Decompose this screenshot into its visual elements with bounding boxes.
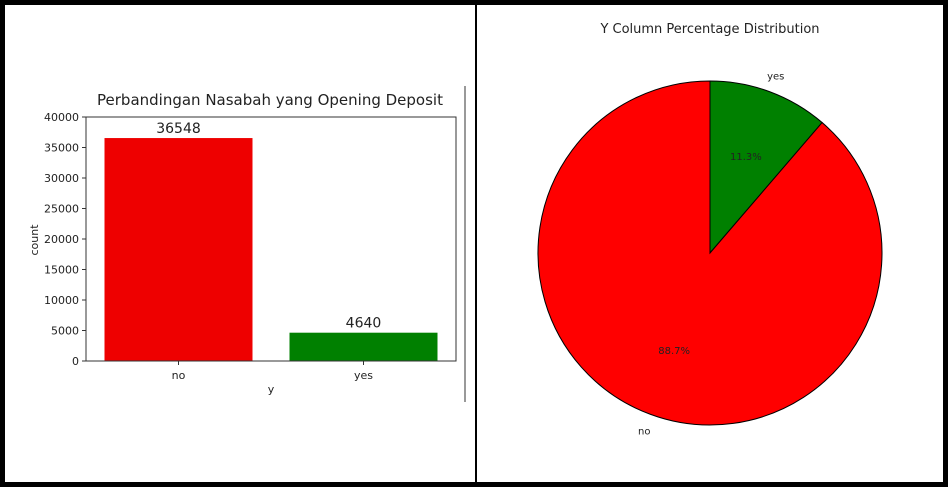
y-tick-label: 10000: [44, 294, 79, 307]
pie-chart-title: Y Column Percentage Distribution: [599, 22, 819, 37]
pie-slice-label: no: [638, 426, 650, 437]
x-tick-label: no: [172, 369, 186, 382]
bar-chart-ylabel: count: [28, 224, 41, 256]
y-tick-label: 0: [72, 355, 79, 368]
bar-chart: Perbandingan Nasabah yang Opening Deposi…: [28, 86, 466, 402]
panel-divider: [475, 5, 477, 482]
y-tick-label: 35000: [44, 142, 79, 155]
pie-slice-yes: [709, 80, 823, 255]
bar-chart-axes: [85, 116, 457, 362]
pie-chart-marks: 11.3% yes 88.7% no: [537, 72, 883, 437]
x-tick-label: yes: [354, 369, 373, 382]
y-tick-label: 15000: [44, 264, 79, 277]
y-tick-label: 5000: [51, 325, 79, 338]
y-tick-label: 25000: [44, 203, 79, 216]
bar-chart-xlabel: y: [268, 383, 275, 396]
pie-slice-no: [537, 80, 883, 426]
bar-data-label: 4640: [346, 316, 382, 332]
bar-no: [104, 138, 253, 361]
bar-yes: [289, 332, 438, 361]
bar-data-label: 36548: [156, 121, 201, 137]
pie-slice-label: yes: [767, 72, 784, 83]
y-tick-label: 20000: [44, 233, 79, 246]
y-tick-label: 40000: [44, 111, 79, 124]
y-tick-label: 30000: [44, 172, 79, 185]
bar-chart-marks: 0 5000 10000 15000 20000 25000 30000 35000 40000…: [44, 111, 438, 382]
pie-pct-label: 11.3%: [730, 152, 762, 163]
bar-chart-title: Perbandingan Nasabah yang Opening Deposi…: [97, 91, 443, 109]
pie-pct-label: 88.7%: [658, 346, 690, 357]
pie-chart: Y Column Percentage Distribution 11.3% ye…: [537, 22, 883, 437]
